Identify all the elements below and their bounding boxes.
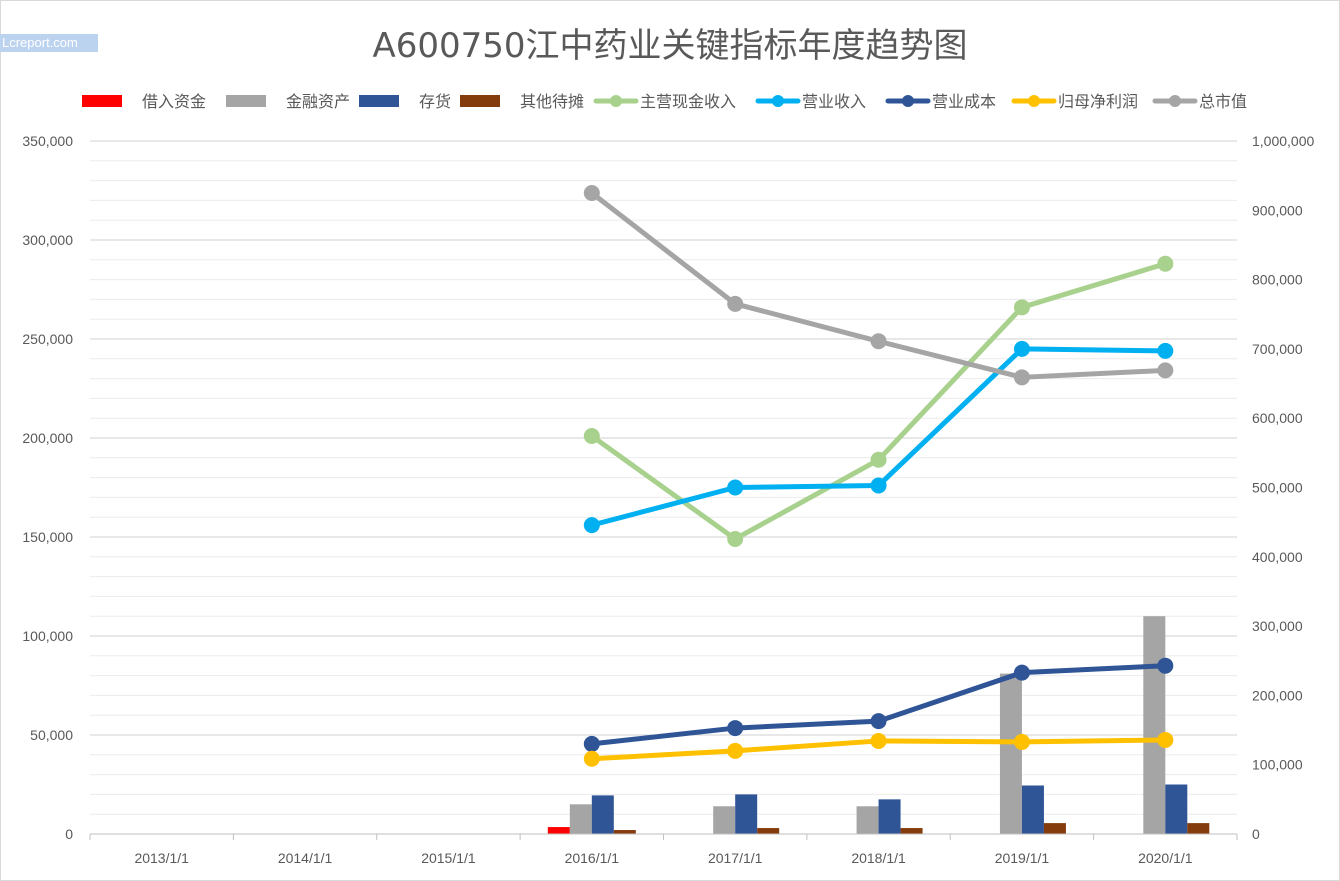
bar bbox=[1043, 823, 1066, 834]
right-y-tick-label: 600,000 bbox=[1252, 410, 1303, 426]
legend-swatch bbox=[359, 95, 399, 107]
chart-title: A600750江中药业关键指标年度趋势图 bbox=[372, 26, 968, 66]
right-y-tick-label: 1,000,000 bbox=[1252, 133, 1314, 149]
x-tick-label: 2013/1/1 bbox=[134, 850, 189, 866]
x-tick-label: 2015/1/1 bbox=[421, 850, 476, 866]
legend-label: 归母净利润 bbox=[1058, 92, 1138, 111]
series-point bbox=[870, 713, 887, 730]
series-point bbox=[870, 333, 887, 350]
line-series-group bbox=[583, 184, 1174, 767]
right-y-tick-label: 300,000 bbox=[1252, 618, 1303, 634]
grid-lines bbox=[90, 140, 1237, 815]
bar bbox=[547, 827, 570, 834]
series-point bbox=[583, 184, 600, 201]
legend-label: 存货 bbox=[419, 92, 451, 111]
bar bbox=[735, 794, 758, 834]
right-y-tick-label: 900,000 bbox=[1252, 202, 1303, 218]
legend-label: 总市值 bbox=[1199, 92, 1247, 111]
legend: 借入资金 金融资产 存货 其他待摊 主营现金收入 营业收入 营业成本 归母净利润 总市值 bbox=[82, 92, 1247, 111]
series-point bbox=[727, 530, 744, 547]
bar bbox=[900, 828, 923, 834]
bar bbox=[757, 828, 780, 834]
legend-marker bbox=[1169, 95, 1181, 107]
left-y-tick-label: 0 bbox=[65, 826, 73, 842]
series-point bbox=[1013, 664, 1030, 681]
x-tick-label: 2017/1/1 bbox=[708, 850, 763, 866]
series-point bbox=[1013, 369, 1030, 386]
legend-label: 借入资金 bbox=[142, 92, 206, 111]
right-y-tick-label: 400,000 bbox=[1252, 549, 1303, 565]
bar bbox=[999, 673, 1022, 834]
series-point bbox=[1013, 299, 1030, 316]
series-point bbox=[727, 295, 744, 312]
left-y-tick-label: 100,000 bbox=[22, 628, 73, 644]
legend-label: 营业成本 bbox=[932, 92, 996, 111]
bar bbox=[1165, 784, 1188, 834]
legend-swatch bbox=[460, 95, 500, 107]
left-y-tick-label: 50,000 bbox=[30, 727, 73, 743]
series-point bbox=[583, 517, 600, 534]
legend-marker bbox=[902, 95, 914, 107]
legend-swatch bbox=[82, 95, 122, 107]
bar bbox=[1021, 785, 1044, 834]
legend-marker bbox=[772, 95, 784, 107]
legend-label: 其他待摊 bbox=[520, 92, 584, 111]
right-y-tick-label: 0 bbox=[1252, 826, 1260, 842]
legend-swatch bbox=[226, 95, 266, 107]
left-y-tick-label: 350,000 bbox=[22, 133, 73, 149]
x-tick-label: 2019/1/1 bbox=[995, 850, 1050, 866]
x-tick-label: 2014/1/1 bbox=[278, 850, 333, 866]
series-point bbox=[727, 720, 744, 737]
right-y-tick-label: 200,000 bbox=[1252, 687, 1303, 703]
series-point bbox=[727, 742, 744, 759]
bar bbox=[613, 830, 636, 834]
legend-marker bbox=[1028, 95, 1040, 107]
series-point bbox=[870, 451, 887, 468]
left-y-tick-label: 200,000 bbox=[22, 430, 73, 446]
right-y-tick-label: 500,000 bbox=[1252, 480, 1303, 496]
right-y-tick-label: 800,000 bbox=[1252, 272, 1303, 288]
bar bbox=[591, 795, 614, 834]
series-line bbox=[589, 663, 1168, 747]
series-point bbox=[583, 750, 600, 767]
series-point bbox=[583, 735, 600, 752]
legend-label: 主营现金收入 bbox=[640, 92, 736, 111]
bar bbox=[569, 804, 592, 834]
bar bbox=[1143, 616, 1166, 834]
left-y-tick-label: 300,000 bbox=[22, 232, 73, 248]
axes-group: 2013/1/1 2014/1/1 2015/1/1 2016/1/1 2017/1/1… bbox=[22, 133, 1314, 866]
right-y-tick-label: 100,000 bbox=[1252, 757, 1303, 773]
legend-label: 金融资产 bbox=[286, 92, 350, 111]
series-point bbox=[1157, 657, 1174, 674]
series-point bbox=[727, 479, 744, 496]
series-point bbox=[870, 477, 887, 494]
series-point bbox=[1013, 733, 1030, 750]
series-point bbox=[583, 428, 600, 445]
series-point bbox=[1157, 342, 1174, 359]
left-y-tick-label: 150,000 bbox=[22, 529, 73, 545]
left-y-tick-label: 250,000 bbox=[22, 331, 73, 347]
bar bbox=[856, 806, 879, 834]
series-point bbox=[1157, 731, 1174, 748]
right-y-tick-label: 700,000 bbox=[1252, 341, 1303, 357]
bar bbox=[878, 799, 901, 834]
x-tick-label: 2018/1/1 bbox=[851, 850, 906, 866]
series-point bbox=[870, 732, 887, 749]
x-tick-label: 2020/1/1 bbox=[1138, 850, 1193, 866]
x-tick-label: 2016/1/1 bbox=[565, 850, 620, 866]
bar bbox=[1187, 823, 1210, 834]
series-point bbox=[1157, 362, 1174, 379]
series-point bbox=[1157, 255, 1174, 272]
watermark: Lcreport.com bbox=[0, 34, 98, 52]
legend-label: 营业收入 bbox=[802, 92, 866, 111]
legend-marker bbox=[610, 95, 622, 107]
series-point bbox=[1013, 340, 1030, 357]
bar bbox=[713, 806, 736, 834]
